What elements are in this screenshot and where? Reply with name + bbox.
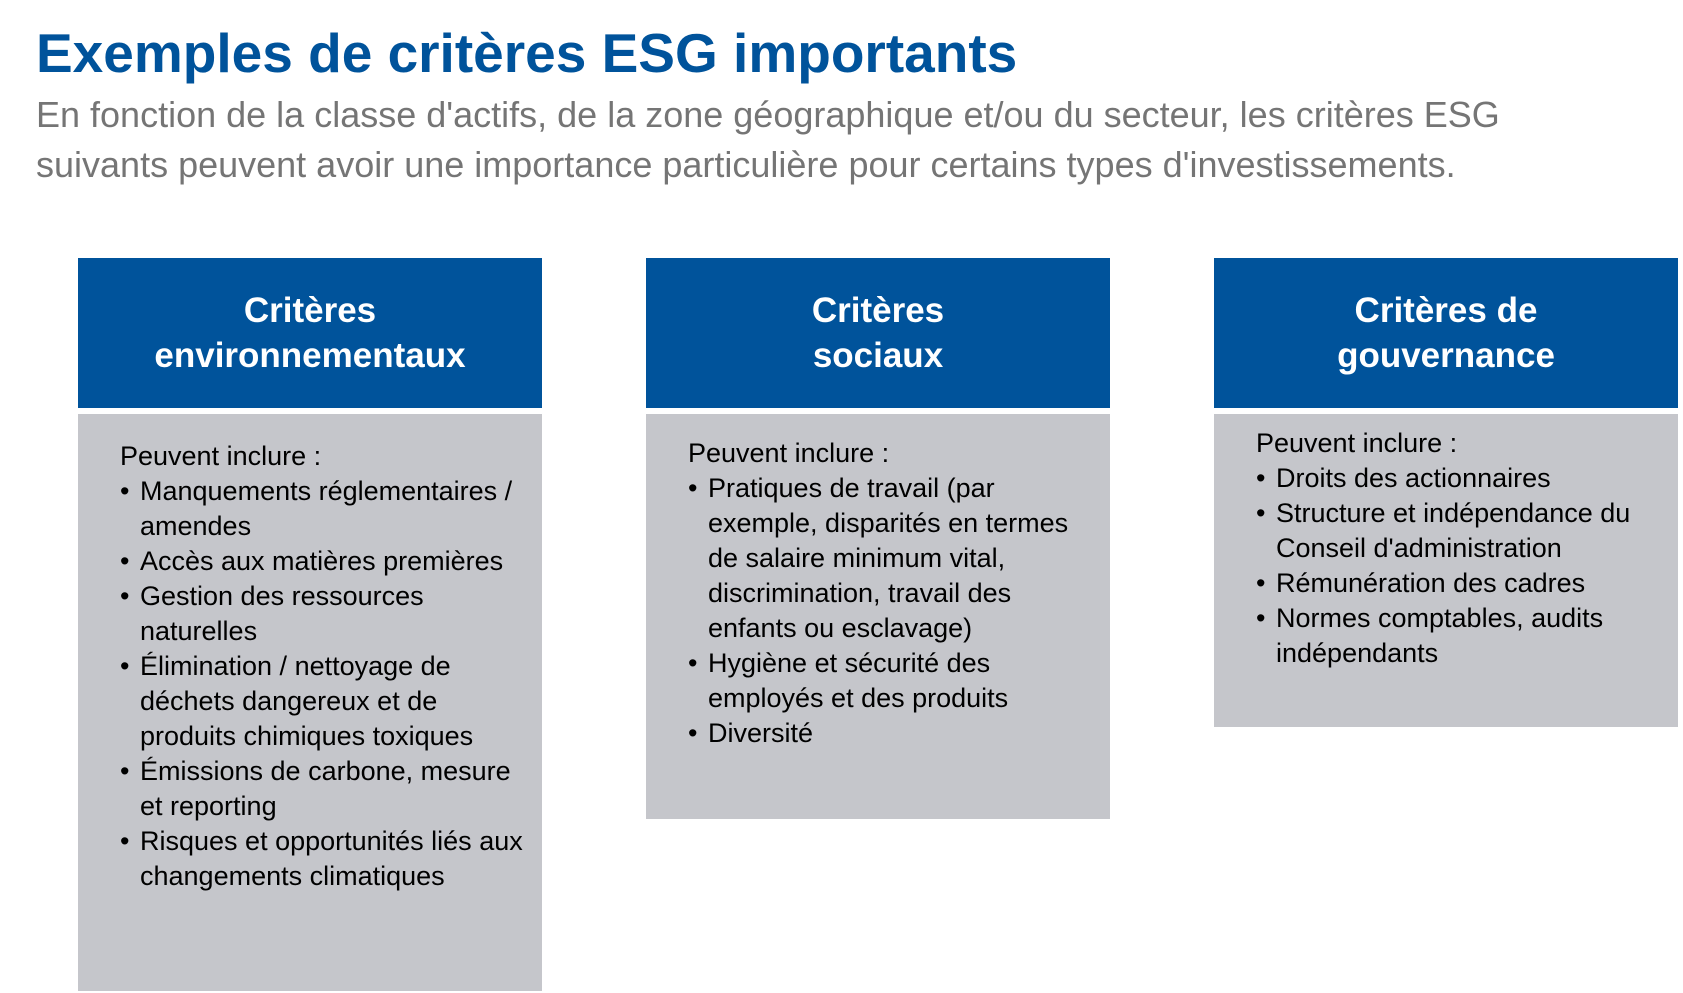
card-title-line-2: gouvernance xyxy=(1337,336,1555,375)
bullet-icon: • xyxy=(688,648,698,678)
list-item-text: Structure et indépendance du Conseil d'a… xyxy=(1276,498,1631,563)
list-item: • Pratiques de travail (par exemple, disp… xyxy=(688,471,1098,646)
card-intro: Peuvent inclure : xyxy=(688,438,890,468)
bullet-icon: • xyxy=(1256,603,1266,633)
card-title-line-2: sociaux xyxy=(812,336,944,375)
card-header: Critères sociaux xyxy=(646,258,1110,408)
card-title: Critères environnementaux xyxy=(114,288,505,378)
card-header: Critères de gouvernance xyxy=(1214,258,1678,408)
bullet-icon: • xyxy=(1256,568,1266,598)
list-item: • Hygiène et sécurité des employés et des… xyxy=(688,646,1098,716)
list-item-text: Émissions de carbone, mesure et reportin… xyxy=(140,756,511,821)
bullet-icon: • xyxy=(120,546,130,576)
list-item-text: Pratiques de travail (par exemple, dispa… xyxy=(708,473,1069,643)
list-item: • Rémunération des cadres xyxy=(1256,566,1666,601)
criteria-list: • Manquements réglementaires / amendes • A… xyxy=(120,474,530,894)
criteria-list: • Droits des actionnaires • Structure et i… xyxy=(1256,461,1666,671)
list-item: • Gestion des ressources naturelles xyxy=(120,579,530,649)
card-intro: Peuvent inclure : xyxy=(120,441,322,471)
bullet-icon: • xyxy=(688,473,698,503)
bullet-icon: • xyxy=(120,581,130,611)
list-item: • Émissions de carbone, mesure et reporti… xyxy=(120,754,530,824)
card-title-line-1: Critères xyxy=(811,291,945,330)
list-item-text: Normes comptables, audits indépendants xyxy=(1276,603,1604,668)
card-title-line-2: environnementaux xyxy=(154,336,466,375)
bullet-icon: • xyxy=(120,826,130,856)
criteria-list: • Pratiques de travail (par exemple, disp… xyxy=(688,471,1098,751)
card-title-line-1: Critères xyxy=(243,291,377,330)
list-item-text: Manquements réglementaires / amendes xyxy=(140,476,513,541)
card-title: Critères sociaux xyxy=(772,288,984,378)
list-item-text: Accès aux matières premières xyxy=(140,546,504,576)
card-header: Critères environnementaux xyxy=(78,258,542,408)
bullet-icon: • xyxy=(1256,463,1266,493)
list-item: • Structure et indépendance du Conseil d'… xyxy=(1256,496,1666,566)
list-item-text: Gestion des ressources naturelles xyxy=(140,581,424,646)
social-criteria-card: Critères sociaux Peuvent inclure : • Prat… xyxy=(646,258,1110,819)
card-title: Critères de gouvernance xyxy=(1297,288,1595,378)
environmental-criteria-card: Critères environnementaux Peuvent inclur… xyxy=(78,258,542,991)
card-title-line-1: Critères de xyxy=(1354,291,1538,330)
list-item: • Risques et opportunités liés aux change… xyxy=(120,824,530,894)
list-item-text: Hygiène et sécurité des employés et des … xyxy=(708,648,1009,713)
card-intro: Peuvent inclure : xyxy=(1256,428,1458,458)
governance-criteria-card: Critères de gouvernance Peuvent inclure … xyxy=(1214,258,1678,727)
bullet-icon: • xyxy=(120,756,130,786)
list-item-text: Diversité xyxy=(708,718,814,748)
list-item: • Droits des actionnaires xyxy=(1256,461,1666,496)
card-body: Peuvent inclure : • Pratiques de travail … xyxy=(646,414,1110,819)
bullet-icon: • xyxy=(688,718,698,748)
list-item-text: Risques et opportunités liés aux changem… xyxy=(140,826,523,891)
card-body: Peuvent inclure : • Manquements réglement… xyxy=(78,414,542,991)
list-item-text: Élimination / nettoyage de déchets dange… xyxy=(140,651,474,751)
bullet-icon: • xyxy=(120,651,130,681)
page-title: Exemples de critères ESG importants xyxy=(36,22,1018,84)
list-item: • Accès aux matières premières xyxy=(120,544,530,579)
list-item: • Élimination / nettoyage de déchets dang… xyxy=(120,649,530,754)
list-item-text: Rémunération des cadres xyxy=(1276,568,1586,598)
list-item: • Manquements réglementaires / amendes xyxy=(120,474,530,544)
bullet-icon: • xyxy=(120,476,130,506)
bullet-icon: • xyxy=(1256,498,1266,528)
list-item: • Normes comptables, audits indépendants xyxy=(1256,601,1666,671)
list-item-text: Droits des actionnaires xyxy=(1276,463,1551,493)
card-body: Peuvent inclure : • Droits des actionnair… xyxy=(1214,414,1678,727)
list-item: • Diversité xyxy=(688,716,1098,751)
page-subtitle: En fonction de la classe d'actifs, de la… xyxy=(36,94,1500,185)
